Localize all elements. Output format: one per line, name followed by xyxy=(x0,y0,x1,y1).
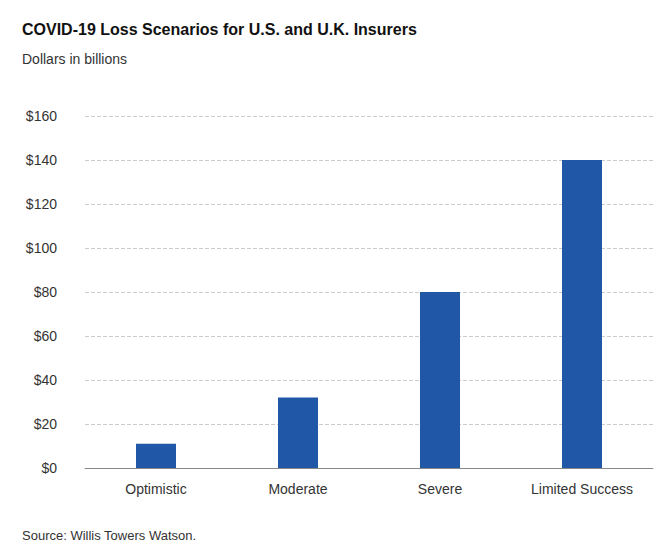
svg-text:Moderate: Moderate xyxy=(268,481,327,497)
svg-text:Dollars in billions: Dollars in billions xyxy=(22,51,127,67)
svg-text:Source: Willis Towers Watson.: Source: Willis Towers Watson. xyxy=(22,528,196,543)
svg-text:COVID-19 Loss Scenarios for U.: COVID-19 Loss Scenarios for U.S. and U.K… xyxy=(22,21,417,38)
svg-text:$100: $100 xyxy=(26,240,57,256)
svg-text:$40: $40 xyxy=(34,372,58,388)
svg-text:$0: $0 xyxy=(41,460,57,476)
svg-text:$160: $160 xyxy=(26,108,57,124)
svg-text:Severe: Severe xyxy=(418,481,463,497)
svg-text:$80: $80 xyxy=(34,284,58,300)
svg-text:Limited Success: Limited Success xyxy=(531,481,633,497)
svg-text:$120: $120 xyxy=(26,196,57,212)
svg-text:$60: $60 xyxy=(34,328,58,344)
svg-text:$20: $20 xyxy=(34,416,58,432)
svg-text:Optimistic: Optimistic xyxy=(125,481,186,497)
svg-text:$140: $140 xyxy=(26,152,57,168)
